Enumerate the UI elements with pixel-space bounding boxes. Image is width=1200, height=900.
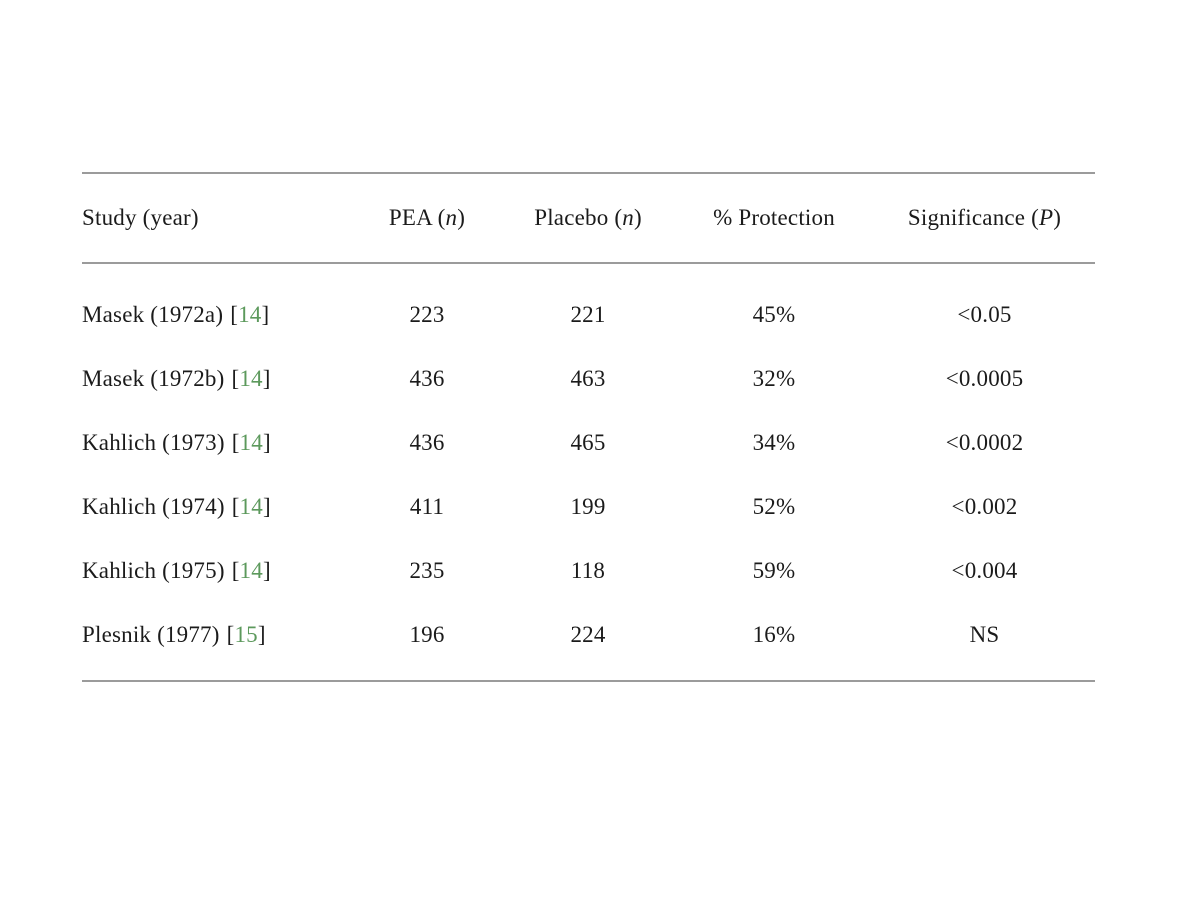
- significance-cell: <0.0005: [945, 366, 1024, 391]
- bracket: ]: [261, 302, 270, 327]
- study-cell: Plesnik (1977) [15]: [82, 603, 352, 681]
- citation: [14]: [230, 302, 269, 327]
- citation: [14]: [232, 430, 271, 455]
- protection-cell: 34%: [752, 430, 796, 455]
- protection-cell: 32%: [752, 366, 796, 391]
- citation-link[interactable]: 14: [239, 558, 263, 583]
- bracket: [: [230, 302, 239, 327]
- table-row: Kahlich (1974) [14] 411 199 52% <0.002: [82, 475, 1095, 539]
- header-italic: n: [445, 205, 458, 230]
- header-text: % Protection: [713, 205, 835, 230]
- citation: [14]: [232, 494, 271, 519]
- table-row: Kahlich (1973) [14] 436 465 34% <0.0002: [82, 411, 1095, 475]
- col-header-significance: Significance (P): [874, 173, 1095, 264]
- study-label: Kahlich (1975): [82, 558, 225, 583]
- bracket: [: [231, 430, 240, 455]
- citation-link[interactable]: 14: [239, 494, 263, 519]
- citation-link[interactable]: 15: [234, 622, 258, 647]
- citation-link[interactable]: 14: [239, 430, 263, 455]
- citation-link[interactable]: 14: [239, 366, 263, 391]
- table-header: Study (year) PEA (n) Placebo (n) % Prote…: [82, 173, 1095, 264]
- bracket: ]: [262, 494, 271, 519]
- col-header-pea: PEA (n): [352, 173, 502, 264]
- bracket: ]: [257, 622, 266, 647]
- table-body: Masek (1972a) [14] 223 221 45% <0.05 Mase…: [82, 263, 1095, 681]
- table-row: Masek (1972a) [14] 223 221 45% <0.05: [82, 263, 1095, 347]
- table-row: Kahlich (1975) [14] 235 118 59% <0.004: [82, 539, 1095, 603]
- placebo-cell: 221: [570, 302, 606, 327]
- pea-cell: 411: [409, 494, 445, 519]
- significance-cell: <0.004: [951, 558, 1018, 583]
- study-label: Kahlich (1974): [82, 494, 225, 519]
- col-header-study: Study (year): [82, 173, 352, 264]
- placebo-cell: 465: [570, 430, 606, 455]
- header-text: ): [633, 205, 642, 230]
- col-header-placebo: Placebo (n): [502, 173, 674, 264]
- study-label: Masek (1972b): [82, 366, 225, 391]
- protection-cell: 59%: [752, 558, 796, 583]
- study-results-table: Study (year) PEA (n) Placebo (n) % Prote…: [82, 172, 1095, 682]
- citation: [14]: [232, 558, 271, 583]
- study-cell: Kahlich (1974) [14]: [82, 475, 352, 539]
- header-text: PEA (: [388, 205, 446, 230]
- header-text: Study (year): [82, 205, 199, 230]
- header-row: Study (year) PEA (n) Placebo (n) % Prote…: [82, 173, 1095, 264]
- citation: [14]: [232, 366, 271, 391]
- table-row: Masek (1972b) [14] 436 463 32% <0.0005: [82, 347, 1095, 411]
- significance-cell: <0.05: [957, 302, 1012, 327]
- study-label: Plesnik (1977): [82, 622, 220, 647]
- pea-cell: 235: [409, 558, 445, 583]
- header-text: ): [457, 205, 466, 230]
- placebo-cell: 118: [570, 558, 606, 583]
- pea-cell: 436: [409, 366, 445, 391]
- protection-cell: 52%: [752, 494, 796, 519]
- significance-cell: <0.0002: [945, 430, 1024, 455]
- study-cell: Kahlich (1973) [14]: [82, 411, 352, 475]
- citation-link[interactable]: 14: [238, 302, 262, 327]
- placebo-cell: 224: [570, 622, 606, 647]
- protection-cell: 16%: [752, 622, 796, 647]
- study-cell: Masek (1972a) [14]: [82, 263, 352, 347]
- significance-cell: NS: [969, 622, 1000, 647]
- bracket: [: [231, 366, 240, 391]
- header-italic: P: [1039, 205, 1054, 230]
- study-cell: Kahlich (1975) [14]: [82, 539, 352, 603]
- placebo-cell: 463: [570, 366, 606, 391]
- study-label: Masek (1972a): [82, 302, 224, 327]
- pea-cell: 223: [409, 302, 445, 327]
- study-label: Kahlich (1973): [82, 430, 225, 455]
- header-text: ): [1053, 205, 1062, 230]
- pea-cell: 196: [409, 622, 445, 647]
- protection-cell: 45%: [752, 302, 796, 327]
- clinical-trials-table: Study (year) PEA (n) Placebo (n) % Prote…: [82, 172, 1095, 682]
- bracket: [: [226, 622, 235, 647]
- bracket: ]: [262, 430, 271, 455]
- bracket: [: [231, 494, 240, 519]
- header-text: Significance (: [907, 205, 1040, 230]
- pea-cell: 436: [409, 430, 445, 455]
- placebo-cell: 199: [570, 494, 606, 519]
- header-italic: n: [622, 205, 634, 230]
- bracket: [: [231, 558, 240, 583]
- bracket: ]: [262, 366, 271, 391]
- col-header-protection: % Protection: [674, 173, 874, 264]
- study-cell: Masek (1972b) [14]: [82, 347, 352, 411]
- table-row: Plesnik (1977) [15] 196 224 16% NS: [82, 603, 1095, 681]
- bracket: ]: [262, 558, 271, 583]
- header-text: Placebo (: [534, 205, 623, 230]
- citation: [15]: [227, 622, 266, 647]
- significance-cell: <0.002: [951, 494, 1018, 519]
